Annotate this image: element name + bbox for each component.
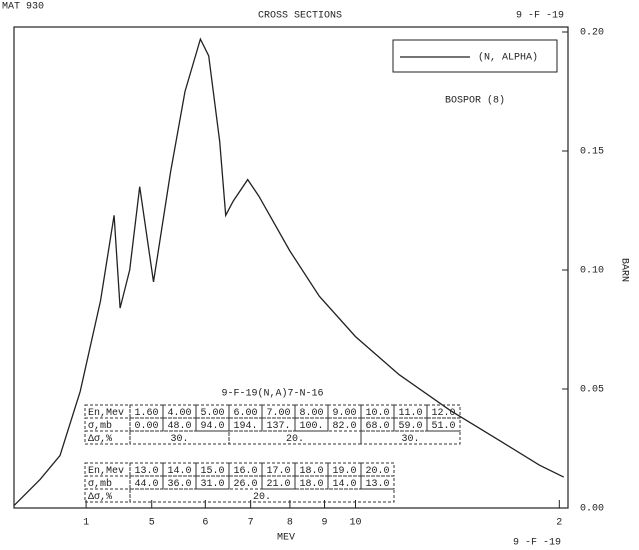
x-tick-label: 9 [322,518,328,529]
table-cell-text: 7.00 [266,408,290,419]
table-row-label: En,Mev [88,466,124,477]
table-cell-text: 8.00 [299,408,323,419]
table-cell [228,430,362,445]
y-tick-label: 0.10 [580,266,604,277]
table-cell-text: 13.0 [134,466,158,477]
x-tick-label: 7 [248,518,254,529]
table-cell-text: 17.0 [266,466,290,477]
table-cell-text: 48.0 [167,421,191,432]
table-cell-text: 68.0 [365,421,389,432]
table-cell-text: 18.0 [299,466,323,477]
legend-label: (N, ALPHA) [478,52,538,64]
table-cell-text: 1.60 [134,408,158,419]
material-label: MAT 930 [2,2,44,13]
data-line [13,37,564,507]
table-cell-text: 9.00 [332,408,356,419]
legend-box [392,39,558,73]
table-cell-text: 82.0 [332,421,356,432]
table-cell-text: 20. [286,434,304,445]
table-row-label: σ,mb [88,420,112,432]
table-cell-text: 14.0 [332,479,356,490]
x-tick-label: 8 [287,518,293,529]
table-cell [162,417,197,432]
table-cell-text: 19.0 [332,466,356,477]
table-cell-text: 59.0 [398,421,422,432]
table-cell-text: 51.0 [431,421,455,432]
table-cell-text: 18.0 [299,479,323,490]
table-cell-text: 10.0 [365,408,389,419]
table-cell-text: 31.0 [200,479,224,490]
table-cell [129,488,395,503]
table-cell-text: 137. [266,421,290,432]
table-cell-text: 20. [253,492,271,503]
table-cell-text: 44.0 [134,479,158,490]
table-cell-text: 21.0 [266,479,290,490]
table-cell [261,417,296,432]
table-row-label: Δσ,% [88,434,112,445]
x-tick-label: 2 [556,518,562,529]
table-cell-text: 11.0 [398,408,422,419]
table-cell [393,417,428,432]
legend-note: BOSPOR (8) [445,95,505,107]
table-cell-text: 14.0 [167,466,191,477]
x-tick-label: 1 [83,518,89,529]
x-axis-label: MEV [277,533,295,544]
table-cell-text: 0.00 [134,421,158,432]
y-tick-label: 0.15 [580,147,604,158]
table-cell [129,430,230,445]
table-title: 9-F-19(N,A)7-N-16 [221,388,323,400]
y-axis-label: BARN [618,258,629,282]
table-row-label: Δσ,% [88,492,112,503]
plot-frame [13,26,569,509]
isotope-bottom: 9 -F -19 [513,538,561,549]
table-cell-text: 94.0 [200,421,224,432]
table-cell-text: 20.0 [365,466,389,477]
y-tick-label: 0.20 [580,28,604,39]
isotope-top: 9 -F -19 [516,11,564,22]
table-cell-text: 4.00 [167,408,191,419]
table-cell-text: 12.0 [431,408,455,419]
table-cell-text: 13.0 [365,479,389,490]
table-cell-text: 30. [401,434,419,445]
table-cell-text: 30. [170,434,188,445]
table-cell [162,475,197,490]
y-tick-label: 0.00 [580,504,604,515]
table-cell-text: 5.00 [200,408,224,419]
table-cell-text: 26.0 [233,479,257,490]
table-cell-text: 15.0 [200,466,224,477]
table-cell-text: 16.0 [233,466,257,477]
chart-title: CROSS SECTIONS [258,11,342,22]
table-cell-text: 194. [233,421,257,432]
table-cell-text: 36.0 [167,479,191,490]
table-cell-text: 100. [299,421,323,432]
table-cell [327,475,362,490]
table-row-label: σ,mb [88,478,112,490]
table-cell-text: 6.00 [233,408,257,419]
table-cell [261,475,296,490]
x-tick-label: 10 [350,518,362,529]
table-cell [360,430,461,445]
x-tick-label: 5 [149,518,155,529]
y-tick-label: 0.05 [580,385,604,396]
x-tick-label: 6 [202,518,208,529]
table-row-label: En,Mev [88,408,124,419]
